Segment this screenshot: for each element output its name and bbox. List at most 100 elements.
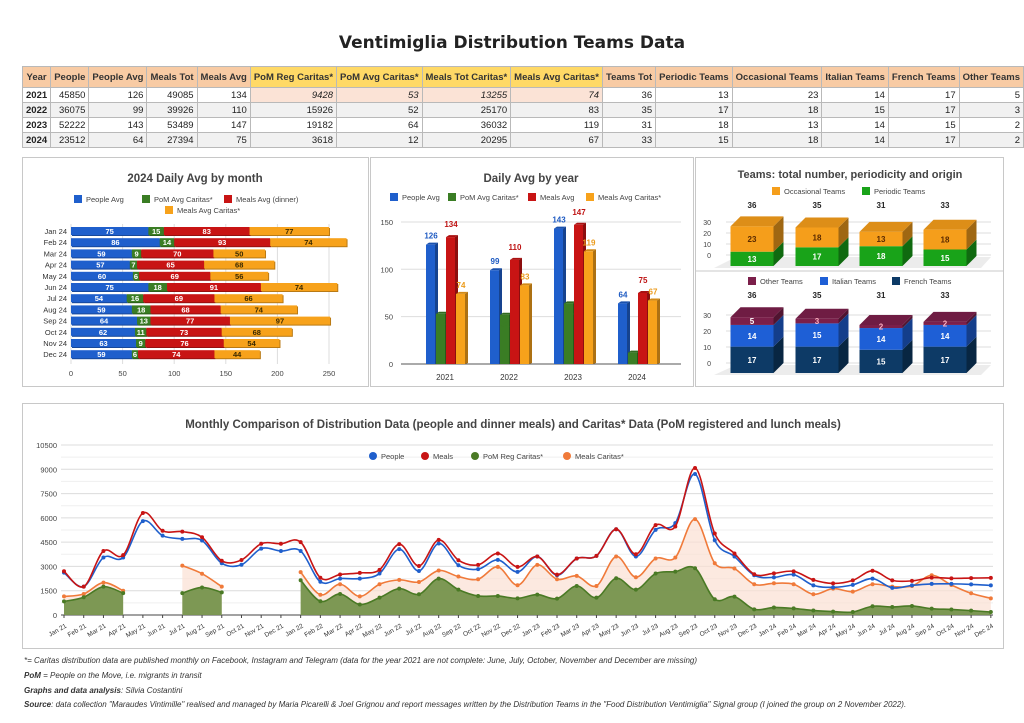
other-teams-bar [923, 321, 967, 325]
table-cell: 13255 [421, 87, 512, 103]
bar-top [584, 249, 596, 252]
people-point [693, 471, 698, 476]
pom-reg-caritas-point [771, 605, 776, 610]
people-point [357, 576, 362, 581]
pom-reg-caritas-area [64, 586, 124, 615]
x-tick-label: Nov 23 [717, 622, 739, 639]
meals-caritas-point [811, 592, 816, 597]
meals-point [712, 531, 717, 536]
meals-caritas-point [180, 563, 185, 568]
table-cell: 18 [731, 132, 823, 148]
meals-point [278, 541, 283, 546]
pom-reg-caritas-point [791, 606, 796, 611]
bar-segment [221, 327, 292, 336]
year-cell: 2021 [21, 87, 52, 103]
meals-point [949, 576, 954, 581]
periodic-teams-bar [730, 251, 774, 266]
x-tick-label: Oct 23 [699, 622, 719, 638]
pom-reg-caritas-point [456, 587, 461, 592]
x-tick-label: Feb 21 [67, 622, 88, 638]
bar-top [456, 291, 468, 294]
bar-value-label: 83 [521, 272, 530, 281]
other-teams-top [795, 308, 849, 319]
x-tick-label: Mar 24 [796, 622, 817, 638]
bar-value-label: 18 [877, 252, 886, 261]
people-point [811, 583, 816, 588]
meals-avg-legend-label: Meals Avg [540, 193, 574, 202]
year-label: 2021 [436, 373, 454, 382]
bar-value-label: 83 [203, 227, 211, 236]
pom-reg-caritas-legend-marker [471, 452, 479, 460]
column-header: People Avg [88, 66, 148, 88]
bar-value-label: 68 [235, 261, 243, 270]
french-teams-bar [859, 349, 903, 373]
column-header: Meals Tot [146, 66, 198, 88]
x-tick-label: Feb 22 [303, 622, 324, 638]
x-tick-label: Jun 23 [619, 622, 640, 638]
bar-segment [166, 283, 261, 291]
table-cell: 19182 [249, 117, 338, 133]
bar-segment [131, 305, 151, 314]
x-tick-label: Dec 24 [973, 622, 995, 639]
meals-point [673, 524, 678, 529]
occasional-teams-bar [730, 226, 774, 252]
periodic-teams-bar [859, 246, 903, 266]
table-cell: 147 [196, 117, 251, 133]
pom-reg-caritas-point [969, 608, 974, 613]
bar-segment [214, 294, 283, 303]
table-cell: 83 [510, 102, 604, 118]
meals-caritas-point [377, 582, 382, 587]
total-label: 33 [941, 201, 950, 210]
table-row: 2022 36075 99 39926 110 15926 52 25170 83 35 17 18 1… [21, 102, 1024, 118]
table-cell: 110 [196, 102, 251, 118]
meals-caritas-point [693, 517, 698, 522]
meals-point [555, 572, 559, 577]
x-tick-label: Nov 24 [954, 622, 976, 639]
meals-caritas-point [732, 566, 737, 571]
table-cell: 64 [88, 132, 148, 148]
meals-caritas-point [633, 575, 638, 580]
meals-caritas-point [219, 584, 224, 589]
y-tick-label: 0 [53, 611, 57, 620]
pom-avg-caritas-legend-label: PoM Avg Caritas* [460, 193, 519, 202]
column-header: Teams Tot [602, 66, 657, 88]
chart-title: Daily Avg by year [483, 173, 579, 185]
footnote-graphs-label: Graphs and data analysis [24, 686, 121, 695]
bar-value-label: 9 [134, 249, 138, 258]
bar-value-label: 86 [111, 238, 119, 247]
bar [446, 237, 455, 364]
other-teams-side [966, 311, 977, 325]
bar-top [510, 257, 522, 260]
month-label: Apr 24 [45, 261, 67, 270]
meals-point [338, 572, 343, 577]
pom-reg-caritas-point [476, 593, 481, 598]
table-cell: 36 [602, 87, 657, 103]
x-tick-label: May 24 [835, 622, 857, 639]
x-tick-label: Feb 24 [777, 622, 798, 638]
year-cell: 2024 [21, 132, 52, 148]
meals-caritas-point [357, 594, 362, 599]
bar-segment [71, 238, 160, 247]
bar-value-label: 126 [424, 232, 438, 241]
table-cell: 18 [731, 102, 823, 118]
bar [574, 224, 583, 364]
bar-value-label: 17 [813, 253, 822, 262]
y-tick-label: 10 [703, 242, 711, 249]
table-cell: 36032 [421, 117, 512, 133]
people-point [653, 527, 658, 532]
table-row: 2023 52222 143 53489 147 19182 64 36032 119 31 18 1… [21, 117, 1024, 133]
pom-reg-caritas-point [298, 578, 303, 583]
bar [500, 314, 509, 364]
meals-caritas-point [555, 577, 559, 582]
chart-title: Teams: total number, periodicity and ori… [738, 169, 963, 181]
meals-caritas-legend-marker [563, 452, 571, 460]
bar-value-label: 74 [255, 305, 264, 314]
x-tick-label: 0 [69, 369, 73, 378]
meals-legend-marker [421, 452, 429, 460]
bar-value-label: 17 [748, 356, 757, 365]
bar-value-label: 68 [253, 328, 261, 337]
meals-point [180, 529, 185, 534]
table-cell: 13 [655, 87, 733, 103]
meals-caritas-point [574, 573, 579, 578]
occasional-teams-top [795, 217, 849, 228]
